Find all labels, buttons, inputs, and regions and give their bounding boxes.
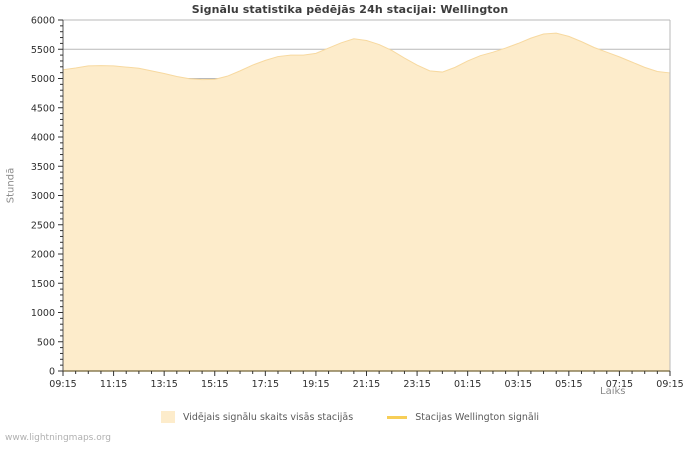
y-tick-label: 1000 (31, 308, 55, 319)
x-tick-label: 17:15 (252, 379, 279, 390)
x-tick-label: 05:15 (555, 379, 582, 390)
y-tick-label: 0 (49, 367, 55, 378)
x-tick-label: 03:15 (505, 379, 532, 390)
footer-site-label: www.lightningmaps.org (5, 433, 111, 443)
x-tick-label: 07:15 (606, 379, 633, 390)
chart-title: Signālu statistika pēdējās 24h stacijai:… (191, 3, 509, 16)
x-tick-label: 09:15 (656, 379, 683, 390)
y-tick-label: 3000 (31, 191, 55, 202)
x-tick-label: 15:15 (201, 379, 228, 390)
y-tick-label: 3500 (31, 162, 55, 173)
y-tick-label: 2500 (31, 220, 55, 231)
y-axis-ticks: 0 500 1000 1500 2000 2500 3000 3500 4000 4500 5000… (31, 16, 63, 378)
y-tick-label: 5000 (31, 74, 55, 85)
y-tick-label: 500 (37, 337, 55, 348)
y-tick-label: 1500 (31, 279, 55, 290)
area-series-average (62, 32, 671, 371)
chart-plot-svg: 0 500 1000 1500 2000 2500 3000 3500 4000 4500 5000… (31, 16, 684, 391)
legend-label-average: Vidējais signālu skaits visās stacijās (182, 411, 354, 423)
y-tick-label: 2000 (31, 250, 55, 261)
x-axis-ticks: 09:15 11:15 13:15 15:15 17:15 19:15 21:15 23:15… (49, 371, 684, 390)
x-axis-label: Laiks (600, 386, 626, 397)
y-tick-label: 4500 (31, 103, 55, 114)
x-tick-label: 21:15 (353, 379, 380, 390)
area-fill-path (63, 33, 670, 371)
x-tick-label: 23:15 (403, 379, 430, 390)
legend-label-station: Stacijas Wellington signāli (415, 411, 540, 423)
area-swatch-icon (160, 411, 175, 423)
chart-legend: Vidējais signālu skaits visās stacijās S… (0, 411, 700, 423)
x-tick-label: 09:15 (49, 379, 76, 390)
line-swatch-icon (387, 415, 408, 419)
y-tick-label: 4000 (31, 133, 55, 144)
y-tick-label: 6000 (31, 16, 55, 27)
x-tick-label: 01:15 (454, 379, 481, 390)
x-tick-label: 13:15 (150, 379, 177, 390)
x-tick-label: 11:15 (100, 379, 127, 390)
legend-item-average[interactable]: Vidējais signālu skaits visās stacijās (160, 411, 354, 423)
y-axis-label: Stundā (5, 167, 17, 204)
y-tick-label: 5500 (31, 45, 55, 56)
x-tick-label: 19:15 (302, 379, 329, 390)
area-outline-path (62, 32, 671, 81)
legend-item-station[interactable]: Stacijas Wellington signāli (387, 412, 539, 423)
